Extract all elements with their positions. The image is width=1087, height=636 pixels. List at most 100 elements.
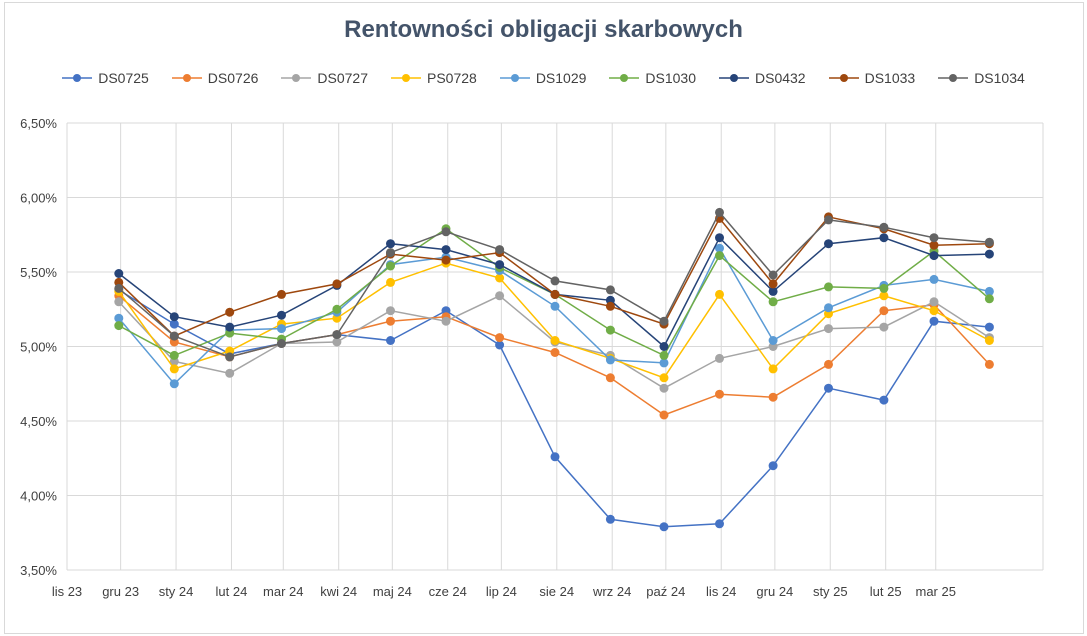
legend-marker-icon bbox=[62, 74, 93, 82]
data-point-DS0432 bbox=[441, 245, 451, 255]
data-point-DS0725 bbox=[550, 452, 560, 462]
legend-label: DS0432 bbox=[755, 70, 806, 86]
data-point-DS1030 bbox=[984, 294, 994, 304]
data-point-DS0727 bbox=[879, 322, 889, 332]
legend-label: DS0726 bbox=[207, 70, 259, 86]
data-point-DS0432 bbox=[929, 251, 939, 261]
x-tick-label: maj 24 bbox=[373, 584, 412, 599]
legend-label: PS0728 bbox=[426, 70, 477, 86]
data-point-DS1034 bbox=[768, 270, 778, 280]
data-point-DS1030 bbox=[605, 325, 615, 335]
data-point-DS1033 bbox=[225, 307, 235, 317]
data-point-DS0727 bbox=[495, 291, 505, 301]
data-point-DS0726 bbox=[495, 333, 505, 343]
legend-marker-icon bbox=[719, 74, 749, 82]
data-point-DS1029 bbox=[659, 358, 669, 368]
data-point-DS0725 bbox=[879, 395, 889, 405]
legend-marker-icon bbox=[609, 74, 640, 82]
data-point-DS1030 bbox=[824, 282, 833, 292]
data-point-DS0727 bbox=[225, 368, 235, 378]
x-tick-label: sty 24 bbox=[159, 584, 194, 599]
x-tick-label: wrz 24 bbox=[592, 584, 631, 599]
data-point-DS1034 bbox=[386, 248, 395, 258]
data-point-DS0727 bbox=[114, 297, 124, 307]
chart-title: Rentowności obligacji skarbowych bbox=[344, 16, 743, 43]
data-point-DS0725 bbox=[659, 522, 669, 532]
x-tick-label: lut 24 bbox=[216, 584, 248, 599]
data-point-DS0727 bbox=[929, 297, 939, 307]
data-point-DS1034 bbox=[495, 245, 505, 255]
data-point-DS1029 bbox=[929, 274, 939, 284]
data-point-DS0727 bbox=[659, 383, 669, 393]
data-point-DS1030 bbox=[879, 283, 889, 293]
data-point-DS1029 bbox=[169, 379, 179, 389]
data-point-DS1029 bbox=[715, 243, 724, 253]
data-point-DS1034 bbox=[929, 233, 939, 243]
data-point-DS1033 bbox=[768, 279, 778, 289]
data-point-DS0432 bbox=[277, 310, 286, 320]
legend-item-DS1030: DS1030 bbox=[609, 70, 696, 86]
legend-label: DS1034 bbox=[974, 70, 1025, 86]
data-point-DS1034 bbox=[659, 316, 669, 326]
data-point-DS1034 bbox=[441, 227, 451, 237]
x-tick-label: cze 24 bbox=[429, 584, 467, 599]
data-point-DS1034 bbox=[169, 331, 179, 341]
data-point-DS1034 bbox=[332, 330, 342, 340]
data-point-DS0725 bbox=[605, 514, 615, 524]
data-point-DS1033 bbox=[277, 289, 286, 299]
data-point-DS0725 bbox=[768, 461, 778, 471]
x-tick-label: lis 23 bbox=[52, 584, 82, 599]
data-point-DS1034 bbox=[225, 352, 235, 362]
data-point-DS0432 bbox=[879, 233, 889, 243]
data-point-DS1030 bbox=[332, 304, 342, 314]
legend-item-DS0432: DS0432 bbox=[719, 70, 806, 86]
series-line-DS1029 bbox=[118, 246, 990, 385]
data-point-DS0432 bbox=[768, 286, 778, 296]
data-point-DS0725 bbox=[386, 336, 395, 345]
legend-label: DS1029 bbox=[535, 70, 587, 86]
data-point-DS0726 bbox=[824, 359, 833, 369]
legend-label: DS0725 bbox=[98, 70, 149, 86]
data-point-DS1034 bbox=[824, 215, 833, 225]
data-point-DS0432 bbox=[715, 233, 724, 243]
x-tick-label: paź 24 bbox=[646, 584, 685, 599]
data-point-DS0725 bbox=[984, 322, 994, 332]
data-point-DS1030 bbox=[169, 350, 179, 360]
data-point-DS0726 bbox=[659, 410, 669, 420]
data-point-DS1029 bbox=[768, 336, 778, 345]
y-tick-label: 3,50% bbox=[20, 563, 57, 578]
y-tick-label: 4,50% bbox=[20, 414, 57, 429]
data-point-DS0432 bbox=[824, 239, 833, 249]
legend-item-DS1034: DS1034 bbox=[938, 70, 1025, 86]
legend-item-DS1029: DS1029 bbox=[499, 70, 587, 86]
x-tick-label: lut 25 bbox=[870, 584, 902, 599]
legend-marker-icon bbox=[828, 74, 859, 82]
data-point-DS1034 bbox=[984, 237, 994, 247]
legend-marker-icon bbox=[390, 74, 421, 82]
data-point-DS1029 bbox=[824, 303, 833, 313]
data-point-DS0726 bbox=[768, 392, 778, 402]
data-point-DS0432 bbox=[225, 322, 235, 332]
x-tick-label: mar 25 bbox=[916, 584, 956, 599]
data-point-DS0432 bbox=[984, 249, 994, 259]
data-point-DS0432 bbox=[114, 269, 124, 278]
data-point-DS1030 bbox=[114, 321, 124, 331]
data-point-DS1033 bbox=[441, 255, 451, 265]
x-tick-label: gru 23 bbox=[102, 584, 139, 599]
data-point-DS0725 bbox=[929, 316, 939, 326]
y-tick-label: 6,50% bbox=[20, 116, 57, 131]
y-tick-label: 4,00% bbox=[20, 489, 57, 504]
data-point-DS1033 bbox=[332, 279, 342, 289]
legend-label: DS1030 bbox=[645, 70, 696, 86]
data-point-DS1034 bbox=[879, 222, 889, 232]
x-tick-label: gru 24 bbox=[756, 584, 793, 599]
legend-marker-icon bbox=[281, 74, 312, 82]
data-point-DS1034 bbox=[550, 276, 560, 286]
data-point-PS0728 bbox=[768, 364, 778, 374]
data-point-PS0728 bbox=[879, 291, 889, 301]
data-point-DS1029 bbox=[277, 324, 286, 334]
data-point-DS0727 bbox=[715, 353, 724, 363]
data-point-DS1029 bbox=[984, 286, 994, 296]
legend-item-DS1033: DS1033 bbox=[828, 70, 915, 86]
